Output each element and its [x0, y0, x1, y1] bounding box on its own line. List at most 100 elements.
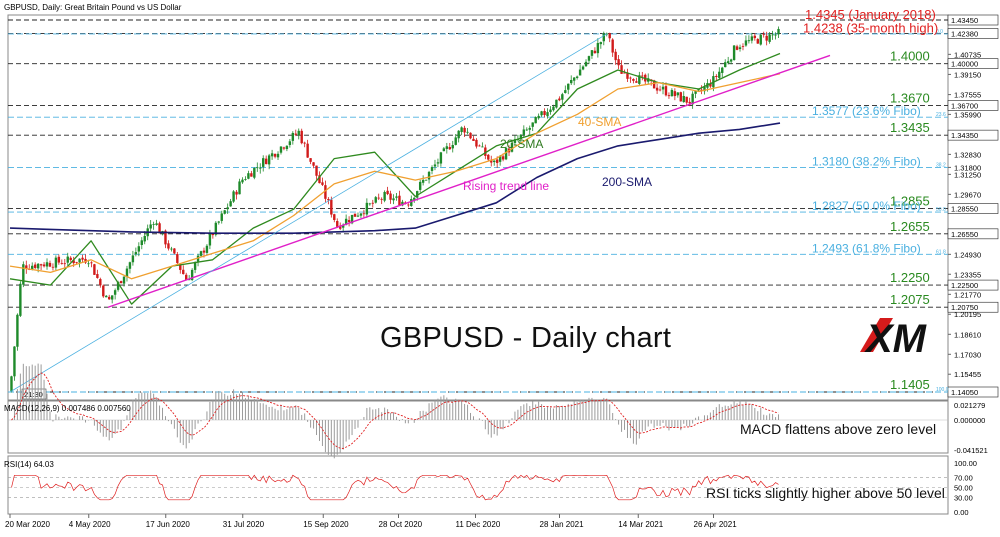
candle-body — [267, 155, 271, 165]
candle-body — [487, 154, 490, 160]
candle-body — [235, 191, 238, 195]
candle-body — [481, 146, 484, 148]
candle-body — [744, 40, 748, 46]
candle-body — [285, 145, 289, 150]
rsi-tick-label: 70.00 — [954, 474, 973, 483]
y-tick-label: 1.21770 — [954, 290, 981, 299]
level-price-label: 1.42380 — [951, 30, 978, 39]
level-price-label: 1.43450 — [951, 16, 978, 25]
level-label: 1.2075 — [890, 292, 930, 307]
candle-body — [25, 265, 28, 269]
candle-body — [629, 77, 632, 79]
candle-body — [179, 264, 182, 270]
candle-body — [309, 158, 312, 162]
candle-body — [208, 233, 212, 246]
candle-body — [96, 274, 99, 278]
rsi-tick-label: 100.00 — [954, 459, 977, 468]
candle-body — [119, 281, 123, 284]
candle-body — [253, 167, 256, 178]
candle-body — [575, 76, 579, 78]
candle-body — [256, 167, 259, 169]
candle-body — [469, 132, 472, 139]
fibo-label: 1.2827 (50.0% Fibo) — [812, 199, 921, 213]
y-tick-label: 1.35990 — [954, 110, 981, 119]
candle-body — [164, 230, 167, 245]
level-price-label: 1.14050 — [951, 388, 978, 397]
xm-logo: XM — [864, 317, 928, 361]
candle-body — [226, 207, 229, 210]
candle-body — [155, 223, 158, 225]
candle-body — [211, 233, 215, 236]
candle-body — [122, 276, 126, 284]
candle-body — [439, 152, 443, 164]
trend-line-label: Rising trend line — [463, 179, 549, 193]
candle-body — [703, 86, 706, 92]
candle-body — [413, 197, 416, 200]
candle-body — [125, 268, 129, 277]
candle-body — [291, 132, 295, 141]
candle-body — [709, 83, 712, 87]
candle-body — [498, 155, 502, 162]
level-price-box — [947, 28, 999, 39]
candle-body — [131, 255, 135, 263]
candle-body — [134, 252, 138, 255]
symbol-header: GBPUSD, Daily: Great Britain Pound vs US… — [4, 3, 182, 12]
candle-body — [424, 179, 428, 181]
candle-body — [102, 285, 105, 297]
candle-body — [167, 243, 170, 249]
candle-body — [244, 179, 247, 180]
candle-body — [75, 261, 78, 263]
candle-body — [19, 283, 22, 316]
candle-body — [262, 158, 265, 167]
candle-body — [493, 160, 496, 163]
candle-body — [182, 269, 185, 275]
candle-body — [386, 190, 389, 195]
candle-body — [463, 127, 466, 133]
level-price-box — [947, 301, 999, 313]
x-tick-label: 26 Apr 2021 — [694, 520, 738, 529]
level-price-box — [947, 14, 999, 26]
candle-body — [421, 179, 425, 183]
level-price-box — [947, 228, 999, 240]
candle-body — [721, 67, 724, 73]
candle-body — [611, 39, 614, 53]
candle-body — [667, 95, 671, 97]
y-tick-label: 1.15455 — [954, 370, 981, 379]
level-price-box — [947, 58, 999, 69]
candle-body — [632, 79, 635, 81]
candle-body — [741, 46, 745, 47]
y-tick-label: 1.37555 — [954, 91, 981, 100]
fibo-tag: 100.0 — [936, 387, 949, 393]
candle-body — [128, 262, 132, 269]
candle-body — [715, 75, 718, 77]
candle-body — [688, 101, 691, 104]
rsi-header: RSI(14) 64.03 — [4, 460, 54, 469]
candle-body — [771, 34, 774, 36]
candle-body — [457, 130, 460, 139]
candle-body — [519, 134, 523, 139]
candle-body — [658, 89, 662, 91]
candle-body — [333, 214, 336, 220]
candle-body — [570, 80, 573, 84]
candle-body — [395, 196, 398, 198]
time-box-label: 21:30 — [24, 390, 43, 399]
candle-body — [522, 129, 526, 135]
fibo-tag: 38.2 — [936, 162, 946, 168]
candle-body — [555, 99, 558, 108]
candle-body — [410, 198, 413, 206]
candle-body — [558, 98, 561, 101]
candle-body — [315, 165, 318, 176]
candle-body — [608, 33, 611, 39]
candle-body — [359, 213, 363, 216]
candle-body — [670, 89, 674, 97]
candle-body — [392, 198, 395, 201]
candle-body — [641, 75, 644, 77]
candle-body — [718, 71, 721, 78]
candle-body — [564, 90, 567, 93]
candle-body — [445, 146, 449, 149]
fibo-tag: 23.6 — [936, 112, 946, 118]
level-price-box — [947, 279, 999, 291]
candle-body — [398, 195, 401, 206]
y-tick-label: 1.32830 — [954, 150, 981, 159]
